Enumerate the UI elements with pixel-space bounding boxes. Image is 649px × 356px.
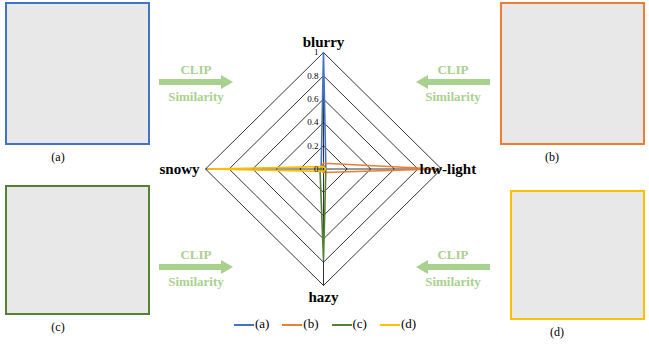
svg-text:CLIP: CLIP xyxy=(180,247,211,262)
html-text:(d): (d) xyxy=(400,316,417,331)
svg-text:1: 1 xyxy=(314,47,319,58)
svg-text:0: 0 xyxy=(314,164,319,174)
svg-text:snowy: snowy xyxy=(159,161,200,177)
svg-text:0.2: 0.2 xyxy=(307,141,318,151)
svg-text:low-light: low-light xyxy=(420,161,477,177)
html-text:(c): (c) xyxy=(352,316,367,331)
svg-text:0.4: 0.4 xyxy=(307,117,319,127)
html-text:(c): (c) xyxy=(51,320,65,334)
svg-text:hazy: hazy xyxy=(309,289,340,305)
html-text:(a): (a) xyxy=(51,150,65,164)
svg-text:CLIP: CLIP xyxy=(437,247,468,262)
html-text:(b): (b) xyxy=(545,150,559,164)
svg-text:CLIP: CLIP xyxy=(437,62,468,77)
svg-text:CLIP: CLIP xyxy=(180,62,211,77)
html-text:(d): (d) xyxy=(550,325,564,339)
svg-text:Similarity: Similarity xyxy=(425,274,481,289)
svg-text:0.6: 0.6 xyxy=(307,94,319,104)
svg-text:blurry: blurry xyxy=(303,34,345,50)
svg-text:Similarity: Similarity xyxy=(168,89,224,104)
svg-text:Similarity: Similarity xyxy=(168,274,224,289)
html-text:(a): (a) xyxy=(254,316,270,331)
html-text:(b): (b) xyxy=(303,316,319,331)
svg-text:0.8: 0.8 xyxy=(307,71,319,81)
svg-text:Similarity: Similarity xyxy=(425,89,481,104)
